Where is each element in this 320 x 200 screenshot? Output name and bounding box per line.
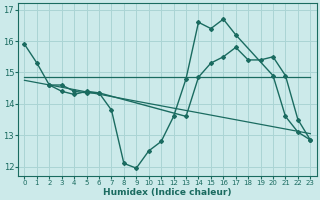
X-axis label: Humidex (Indice chaleur): Humidex (Indice chaleur) [103, 188, 232, 197]
